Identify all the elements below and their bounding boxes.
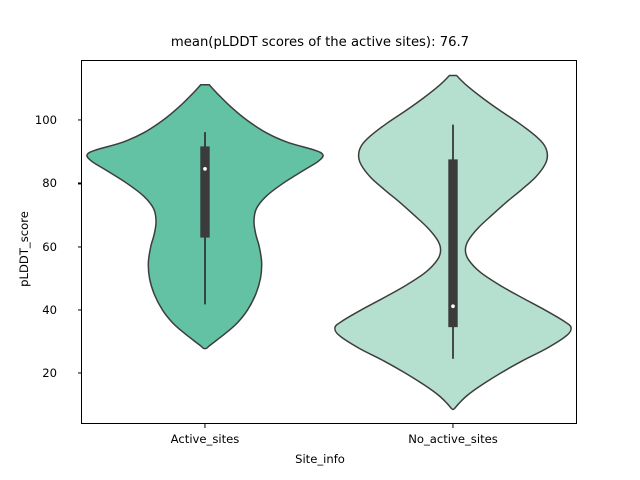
y-tick-mark	[77, 309, 82, 311]
y-tick-label: 40	[42, 303, 57, 318]
y-tick-label: 20	[42, 366, 57, 381]
x-tick-mark	[204, 424, 206, 428]
y-tick-label: 60	[42, 239, 57, 254]
y-tick-mark	[77, 119, 82, 121]
y-axis-title: pLDDT_score	[17, 211, 31, 287]
plot-area-frame	[81, 60, 577, 424]
x-tick-mark	[452, 424, 454, 428]
y-tick-label: 80	[42, 176, 57, 191]
y-tick-mark	[77, 182, 82, 184]
y-tick-label: 100	[34, 113, 57, 128]
y-tick-mark	[77, 372, 82, 374]
x-axis-title: Site_info	[295, 452, 345, 466]
x-tick-label-no_active_sites: No_active_sites	[408, 432, 498, 446]
y-tick-mark	[77, 246, 82, 248]
x-tick-label-active_sites: Active_sites	[170, 432, 240, 446]
chart-title-line-1: mean(pLDDT scores of the active sites): …	[170, 34, 470, 50]
